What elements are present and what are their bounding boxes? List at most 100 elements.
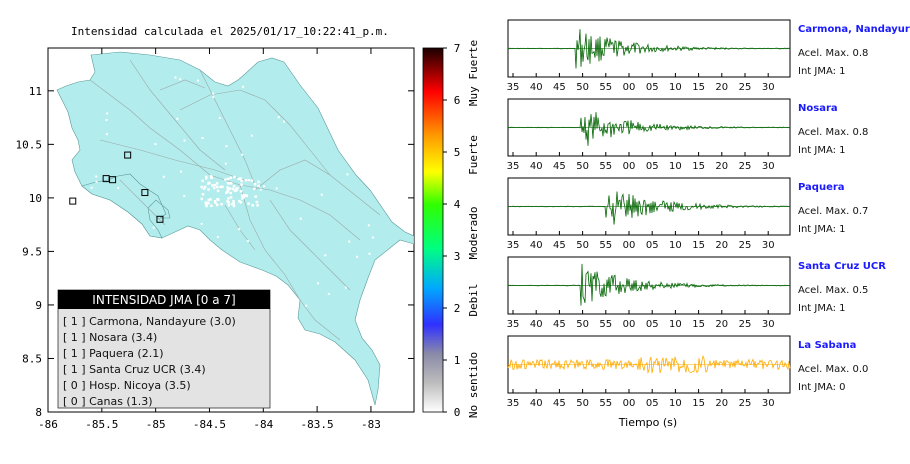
town-dot xyxy=(95,175,98,178)
town-dot xyxy=(263,185,266,188)
colorbar-category-label: Muy Fuerte xyxy=(467,40,480,106)
map-x-tick-label: -83 xyxy=(361,418,381,431)
seismogram-tick-label: 55 xyxy=(599,161,612,172)
colorbar-category-label: No sentido xyxy=(467,352,480,418)
town-dot xyxy=(247,179,250,182)
colorbar-tick-label: 5 xyxy=(454,146,461,159)
town-dot xyxy=(356,255,359,258)
seismogram-tick-label: 50 xyxy=(576,161,589,172)
seismogram-tick-label: 35 xyxy=(507,161,520,172)
town-dot xyxy=(242,195,245,199)
town-dot xyxy=(204,175,208,179)
town-dot xyxy=(227,204,231,207)
town-dot xyxy=(226,186,229,189)
town-dot xyxy=(203,185,207,189)
town-dot xyxy=(254,195,257,198)
seismogram-tick-label: 10 xyxy=(669,240,682,251)
seismogram-tick-label: 00 xyxy=(623,240,636,251)
town-dot xyxy=(241,153,244,156)
seismogram-panel: 35 40 45 50 55 00 05 10 15 20 25 30 Paquera Acel. Max… xyxy=(507,177,868,251)
map-area xyxy=(56,51,414,406)
town-dot xyxy=(227,177,230,181)
legend-row: [ 0 ] Canas (1.3) xyxy=(63,395,153,408)
town-dot xyxy=(257,184,260,188)
town-dot xyxy=(210,204,213,208)
town-dot xyxy=(224,178,227,181)
town-dot xyxy=(207,201,210,205)
legend-row: [ 1 ] Paquera (2.1) xyxy=(63,347,164,360)
colorbar-tick-label: 2 xyxy=(454,302,461,315)
town-dot xyxy=(209,198,212,201)
town-dot xyxy=(229,176,233,180)
seismogram-tick-label: 45 xyxy=(553,82,566,93)
town-dot xyxy=(204,201,208,204)
map-x-tick-label: -84.5 xyxy=(193,418,226,431)
seismogram-tick-label: 30 xyxy=(762,240,775,251)
road-network xyxy=(89,59,381,341)
colorbar-tick-label: 7 xyxy=(454,42,461,55)
station-marker xyxy=(124,151,132,159)
map-title: Intensidad calculada el 2025/01/17_10:22… xyxy=(71,25,389,38)
intensity-legend: INTENSIDAD JMA [0 a 7] [ 1 ] Carmona, Na… xyxy=(57,289,271,409)
town-dot xyxy=(250,179,254,182)
seismogram-station-name: Santa Cruz UCR xyxy=(798,261,886,272)
seismogram-tick-label: 15 xyxy=(692,319,705,330)
legend-row: [ 0 ] Hosp. Nicoya (3.5) xyxy=(63,379,191,392)
seismogram-station-name: Paquera xyxy=(798,182,845,193)
town-dot xyxy=(120,287,123,290)
seismogram-tick-label: 45 xyxy=(553,398,566,409)
town-markers xyxy=(90,76,374,370)
seismogram-trace xyxy=(507,29,791,69)
town-dot xyxy=(239,177,242,180)
seismogram-tick-label: 55 xyxy=(599,240,612,251)
seismogram-tick-label: 30 xyxy=(762,161,775,172)
map-y-tick-label: 9 xyxy=(35,299,42,312)
colorbar-category-label: Moderado xyxy=(467,207,480,260)
map-x-axis: -86 -85.5 -85 -84.5 -84 -83.5 -83 xyxy=(38,48,381,431)
seismogram-tick-label: 05 xyxy=(646,161,659,172)
seismogram-tick-label: 30 xyxy=(762,319,775,330)
town-dot xyxy=(242,85,245,88)
town-dot xyxy=(174,76,177,79)
seismogram-tick-label: 10 xyxy=(669,398,682,409)
station-markers xyxy=(69,151,164,223)
town-dot xyxy=(183,195,186,198)
town-dot xyxy=(200,197,204,201)
intensity-colorbar: 0 1 2 3 4 5 6 7 No sentido Debil Moderado Fuerte Mu… xyxy=(422,40,480,419)
seismogram-jma-intensity: Int JMA: 0 xyxy=(798,382,846,393)
colorbar-tick-label: 0 xyxy=(454,406,461,419)
seismogram-tick-label: 00 xyxy=(623,82,636,93)
legend-title: INTENSIDAD JMA [0 a 7] xyxy=(92,293,235,307)
seismogram-tick-label: 50 xyxy=(576,319,589,330)
seismogram-tick-label: 40 xyxy=(530,82,543,93)
seismogram-tick-label: 45 xyxy=(553,319,566,330)
town-dot xyxy=(140,228,143,231)
town-dot xyxy=(329,123,332,126)
town-dot xyxy=(238,228,241,231)
town-dot xyxy=(216,197,219,201)
town-dot xyxy=(320,193,323,196)
town-dot xyxy=(208,181,211,185)
legend-header xyxy=(58,290,270,309)
town-dot xyxy=(305,304,308,307)
town-dot xyxy=(228,182,231,185)
seismogram-tick-label: 25 xyxy=(739,319,752,330)
town-dot xyxy=(176,117,179,120)
town-dot xyxy=(213,199,217,203)
seismogram-jma-intensity: Int JMA: 1 xyxy=(798,224,846,235)
seismogram-tick-label: 15 xyxy=(692,398,705,409)
town-dot xyxy=(162,175,165,178)
map-y-tick-label: 11 xyxy=(29,85,42,98)
town-dot xyxy=(231,187,235,191)
town-dot xyxy=(219,185,222,189)
map-x-tick-label: -84 xyxy=(253,418,273,431)
seismogram-tick-label: 15 xyxy=(692,161,705,172)
town-dot xyxy=(197,79,200,82)
town-dot xyxy=(118,288,121,291)
town-dot xyxy=(117,187,120,190)
town-dot xyxy=(201,179,204,183)
town-dot xyxy=(240,179,243,183)
town-dot xyxy=(344,286,347,289)
